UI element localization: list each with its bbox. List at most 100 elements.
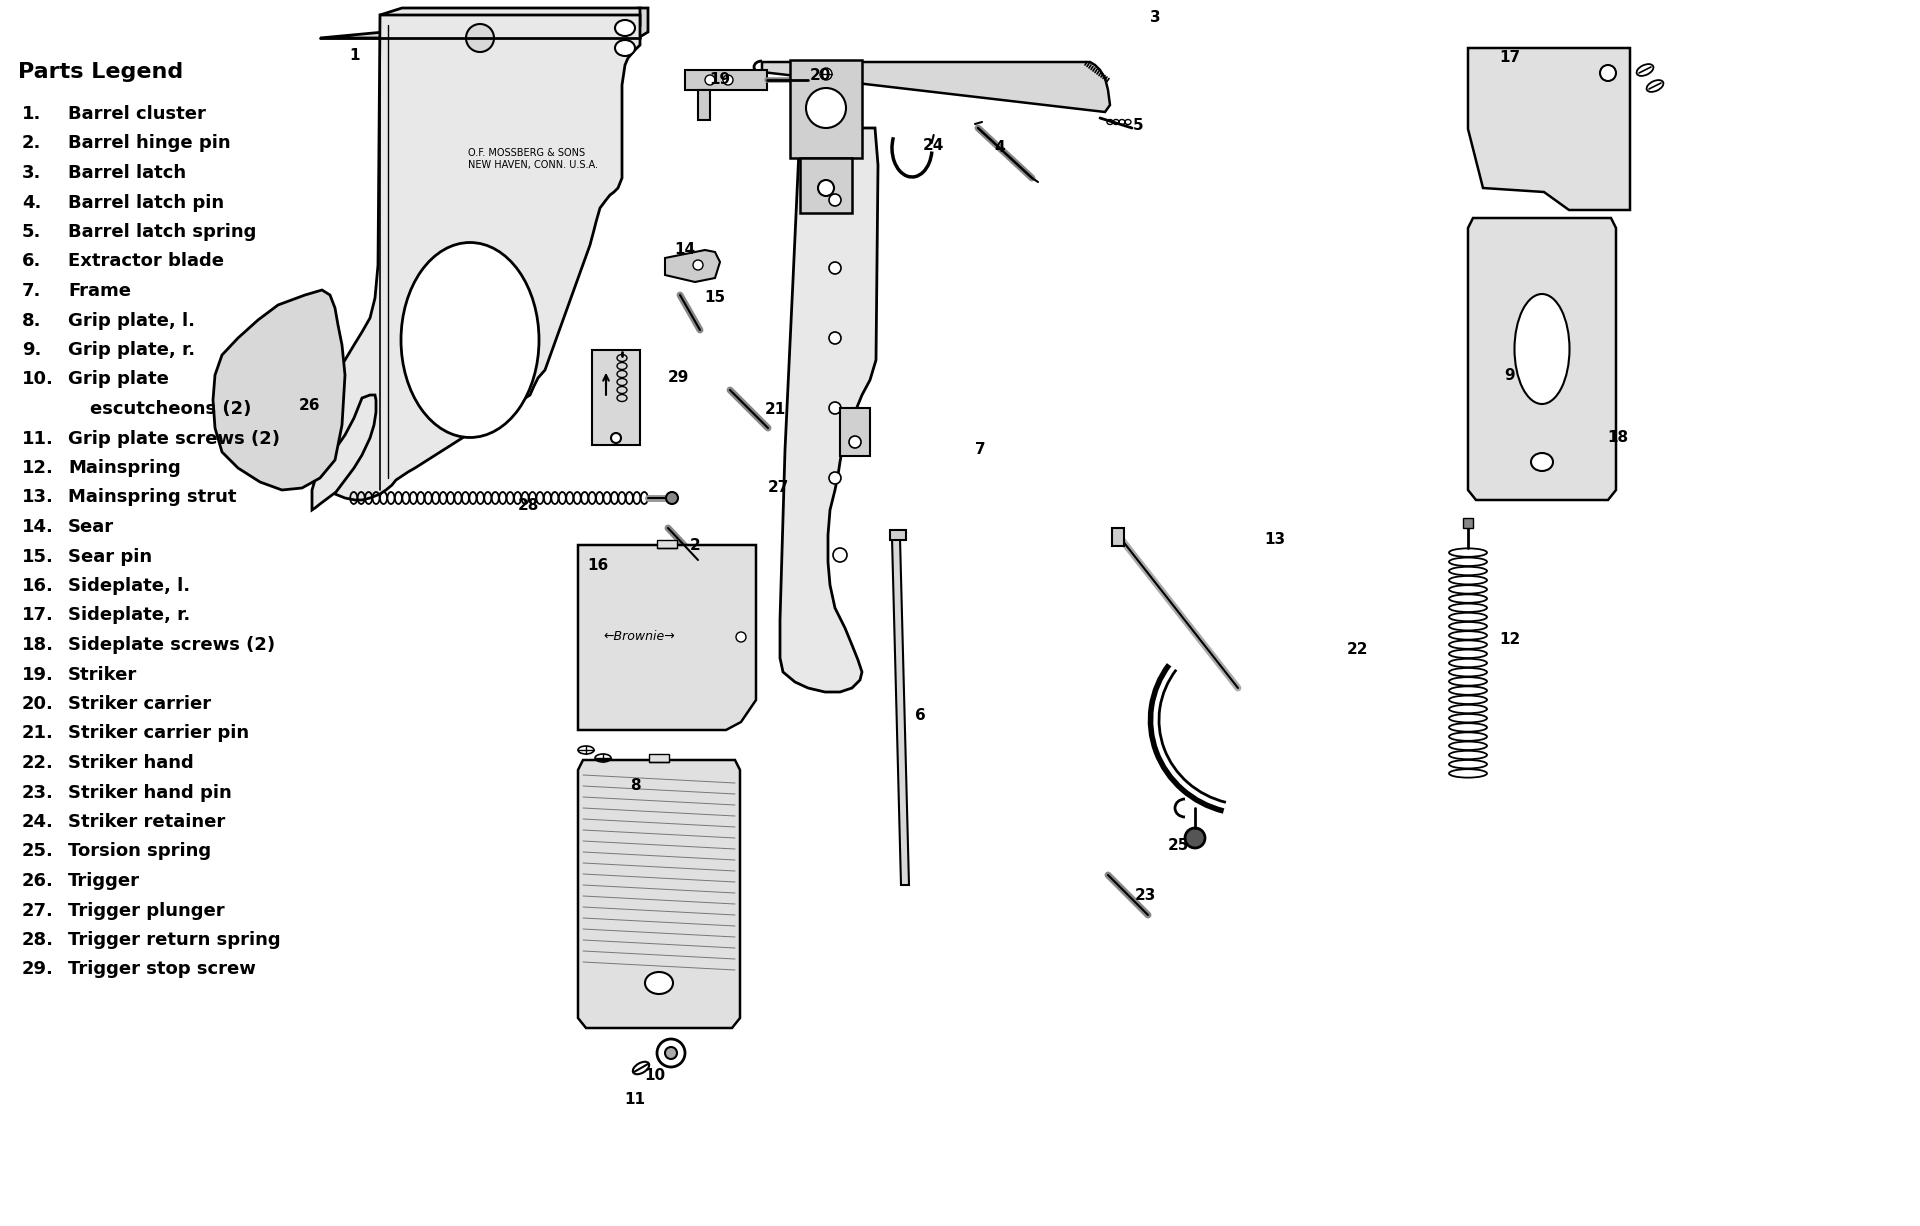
Text: Sideplate, r.: Sideplate, r. — [67, 607, 190, 624]
Ellipse shape — [614, 40, 636, 56]
Text: 9.: 9. — [21, 341, 42, 359]
Text: Grip plate: Grip plate — [67, 370, 169, 389]
Polygon shape — [311, 15, 639, 500]
Text: 28: 28 — [516, 498, 540, 512]
Text: 14.: 14. — [21, 519, 54, 536]
Ellipse shape — [1530, 452, 1553, 471]
Text: 4: 4 — [995, 141, 1006, 156]
Circle shape — [467, 25, 493, 51]
Text: 8: 8 — [630, 777, 639, 792]
Text: 24: 24 — [922, 137, 945, 152]
Bar — [801, 158, 852, 213]
Circle shape — [1185, 828, 1206, 848]
Text: Striker retainer: Striker retainer — [67, 813, 225, 831]
Circle shape — [820, 67, 831, 80]
Circle shape — [806, 88, 847, 128]
Ellipse shape — [614, 20, 636, 36]
Text: 3.: 3. — [21, 164, 42, 181]
Text: 5.: 5. — [21, 223, 42, 242]
Ellipse shape — [645, 972, 674, 994]
Ellipse shape — [1515, 294, 1569, 405]
Polygon shape — [664, 250, 720, 282]
Text: Parts Legend: Parts Legend — [17, 63, 182, 82]
Circle shape — [829, 402, 841, 414]
Text: Barrel latch pin: Barrel latch pin — [67, 194, 225, 212]
Text: 22.: 22. — [21, 754, 54, 772]
Polygon shape — [1469, 48, 1630, 210]
Bar — [657, 539, 678, 548]
Text: 12.: 12. — [21, 459, 54, 477]
Text: 11: 11 — [624, 1092, 645, 1107]
Text: escutcheons (2): escutcheons (2) — [90, 400, 252, 418]
Text: 23: 23 — [1135, 888, 1156, 902]
Text: 29: 29 — [668, 370, 689, 385]
Text: Mainspring strut: Mainspring strut — [67, 488, 236, 506]
Text: ←Brownie→: ←Brownie→ — [603, 630, 674, 644]
Text: 19.: 19. — [21, 666, 54, 684]
Circle shape — [664, 1047, 678, 1059]
Circle shape — [1599, 65, 1617, 81]
Text: 18: 18 — [1607, 430, 1628, 445]
Text: Trigger return spring: Trigger return spring — [67, 931, 280, 949]
Text: 29.: 29. — [21, 960, 54, 978]
Text: Extractor blade: Extractor blade — [67, 253, 225, 271]
Text: 5: 5 — [1133, 118, 1142, 132]
Text: 3: 3 — [1150, 11, 1160, 26]
Text: Torsion spring: Torsion spring — [67, 842, 211, 861]
Text: 4.: 4. — [21, 194, 42, 212]
Text: Sideplate screws (2): Sideplate screws (2) — [67, 636, 275, 653]
Text: 24.: 24. — [21, 813, 54, 831]
Text: Barrel latch spring: Barrel latch spring — [67, 223, 257, 242]
Text: 19: 19 — [708, 72, 732, 87]
Text: 12: 12 — [1500, 633, 1521, 647]
Text: 26.: 26. — [21, 872, 54, 890]
Circle shape — [833, 548, 847, 562]
Bar — [789, 60, 862, 158]
Text: Striker: Striker — [67, 666, 136, 684]
Circle shape — [735, 631, 747, 642]
Circle shape — [611, 433, 620, 443]
Text: 27: 27 — [768, 481, 789, 495]
Text: 16.: 16. — [21, 577, 54, 595]
Bar — [891, 530, 906, 539]
Text: Striker hand pin: Striker hand pin — [67, 783, 232, 802]
Circle shape — [666, 492, 678, 504]
Circle shape — [693, 260, 703, 270]
Circle shape — [705, 75, 714, 85]
Text: 6: 6 — [914, 707, 925, 722]
Text: 6.: 6. — [21, 253, 42, 271]
Text: 25: 25 — [1167, 837, 1188, 852]
Circle shape — [829, 262, 841, 273]
Text: Trigger: Trigger — [67, 872, 140, 890]
Text: 9: 9 — [1505, 368, 1515, 383]
Text: Grip plate, r.: Grip plate, r. — [67, 341, 196, 359]
Text: Trigger stop screw: Trigger stop screw — [67, 960, 255, 978]
Bar — [591, 349, 639, 445]
Text: 21.: 21. — [21, 725, 54, 743]
Polygon shape — [893, 538, 908, 885]
Text: 1: 1 — [349, 48, 361, 63]
Text: 22: 22 — [1348, 642, 1369, 657]
Text: 17.: 17. — [21, 607, 54, 624]
Text: 10: 10 — [645, 1068, 666, 1083]
Text: 2.: 2. — [21, 135, 42, 152]
Circle shape — [829, 472, 841, 484]
Polygon shape — [380, 9, 639, 25]
Circle shape — [657, 1038, 685, 1067]
Text: Striker carrier pin: Striker carrier pin — [67, 725, 250, 743]
Text: Barrel cluster: Barrel cluster — [67, 105, 205, 123]
Text: 26: 26 — [300, 397, 321, 412]
Text: 2: 2 — [689, 537, 701, 553]
Text: 11.: 11. — [21, 429, 54, 447]
Text: 7.: 7. — [21, 282, 42, 300]
Polygon shape — [1469, 218, 1617, 500]
Text: Barrel hinge pin: Barrel hinge pin — [67, 135, 230, 152]
Text: 20.: 20. — [21, 695, 54, 714]
Text: 27.: 27. — [21, 901, 54, 920]
Polygon shape — [780, 128, 877, 691]
Text: Trigger plunger: Trigger plunger — [67, 901, 225, 920]
Polygon shape — [578, 760, 739, 1027]
Text: 13.: 13. — [21, 488, 54, 506]
Text: 23.: 23. — [21, 783, 54, 802]
Text: 8.: 8. — [21, 311, 42, 330]
